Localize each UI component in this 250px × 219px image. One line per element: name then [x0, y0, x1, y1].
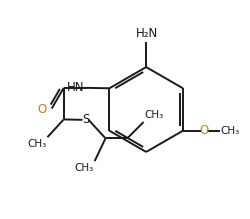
Text: CH₃: CH₃ — [220, 126, 239, 136]
Text: CH₃: CH₃ — [144, 111, 163, 120]
Text: H₂N: H₂N — [136, 27, 158, 40]
Text: O: O — [38, 103, 47, 116]
Text: O: O — [198, 124, 207, 137]
Text: CH₃: CH₃ — [27, 139, 46, 148]
Text: S: S — [82, 113, 89, 126]
Text: CH₃: CH₃ — [74, 163, 93, 173]
Text: HN: HN — [67, 81, 84, 94]
